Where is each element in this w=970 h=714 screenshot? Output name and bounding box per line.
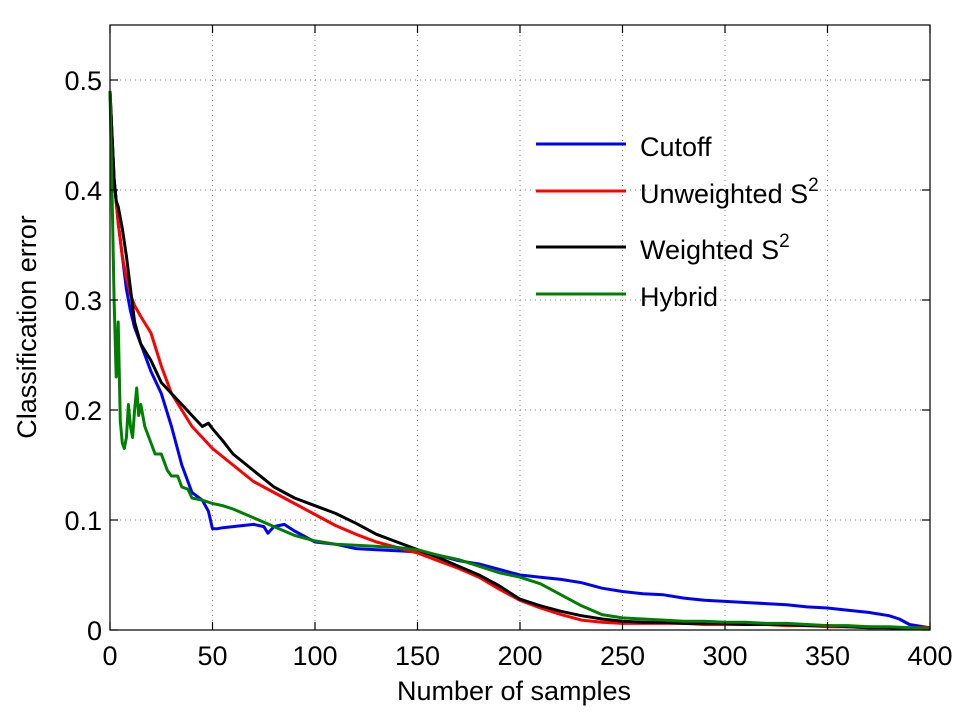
- x-tick-label: 50: [197, 641, 227, 671]
- x-tick-label: 300: [702, 641, 747, 671]
- x-tick-label: 350: [805, 641, 850, 671]
- x-tick-label: 200: [497, 641, 542, 671]
- y-tick-label: 0.5: [64, 66, 102, 96]
- x-tick-label: 400: [907, 641, 952, 671]
- y-axis-title: Classification error: [12, 215, 42, 439]
- legend-label-cutoff: Cutoff: [640, 132, 712, 162]
- x-tick-label: 0: [102, 641, 117, 671]
- series-line-unweighted-s: [108, 90, 930, 630]
- x-tick-label: 100: [292, 641, 337, 671]
- ticks-layer: 0 50 100 150 200 250 300 350 400 0 0.1 0.2 0.3 0.4 0.5: [64, 25, 953, 671]
- y-tick-label: 0.2: [64, 396, 102, 426]
- series-line-hybrid: [108, 90, 931, 631]
- y-tick-label: 0: [87, 616, 102, 646]
- y-tick-label: 0.4: [64, 176, 102, 206]
- legend-label-weighted-s: Weighted S2: [640, 231, 790, 265]
- legend-label-hybrid: Hybrid: [640, 282, 718, 312]
- series-layer: [108, 90, 931, 631]
- y-tick-label: 0.1: [64, 506, 102, 536]
- legend-label-unweighted-s: Unweighted S2: [640, 175, 819, 209]
- series-line-cutoff: [108, 90, 931, 630]
- x-tick-label: 150: [395, 641, 440, 671]
- legend: Cutoff Unweighted S2 Weighted S2 Hybrid: [536, 132, 819, 312]
- y-tick-label: 0.3: [64, 286, 102, 316]
- grid-layer: [110, 25, 930, 630]
- x-axis-title: Number of samples: [397, 676, 631, 706]
- x-tick-label: 250: [600, 641, 645, 671]
- series-line-weighted-s: [108, 90, 930, 631]
